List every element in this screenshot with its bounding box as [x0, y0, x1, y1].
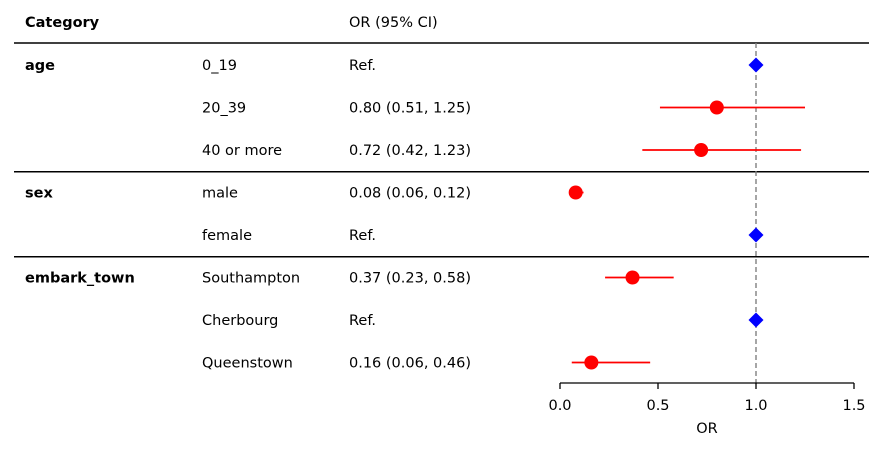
reference-marker: [748, 227, 764, 243]
x-tick-label: 1.0: [744, 398, 767, 414]
estimate-label: 0.08 (0.06, 0.12): [349, 186, 471, 202]
group-label: age: [25, 58, 55, 74]
estimate-point: [568, 185, 583, 200]
table-rows: age 0_19 Ref. 20_39 0.80 (0.51, 1.25) 40 or m…: [14, 58, 869, 372]
estimate-point: [709, 100, 724, 115]
estimate-point: [625, 270, 640, 285]
x-tick-label: 1.5: [842, 398, 865, 414]
level-label: Cherbourg: [202, 313, 278, 329]
category-header: Category: [25, 15, 100, 31]
estimate-point: [584, 355, 599, 370]
level-label: male: [202, 186, 238, 202]
estimate-label: 0.80 (0.51, 1.25): [349, 101, 471, 117]
estimate-label: 0.72 (0.42, 1.23): [349, 143, 471, 159]
plot-area: [568, 43, 805, 385]
x-axis: 0.0 0.5 1.0 1.5 OR: [548, 382, 866, 437]
x-tick-label: 0.5: [646, 398, 669, 414]
estimate-label: Ref.: [349, 313, 376, 329]
level-label: Queenstown: [202, 356, 293, 372]
level-label: 0_19: [202, 58, 237, 74]
estimate-header: OR (95% CI): [349, 15, 438, 31]
estimate-label: 0.37 (0.23, 0.58): [349, 271, 471, 287]
estimate-label: 0.16 (0.06, 0.46): [349, 356, 471, 372]
level-label: female: [202, 228, 252, 244]
x-tick-label: 0.0: [548, 398, 571, 414]
level-label: 20_39: [202, 101, 246, 117]
reference-marker: [748, 312, 764, 328]
estimate-label: Ref.: [349, 58, 376, 74]
group-label: sex: [25, 186, 53, 202]
x-axis-label: OR: [696, 421, 718, 437]
reference-marker: [748, 57, 764, 73]
estimate-label: Ref.: [349, 228, 376, 244]
level-label: 40 or more: [202, 143, 282, 159]
group-label: embark_town: [25, 271, 135, 287]
level-label: Southampton: [202, 271, 300, 287]
estimate-point: [694, 143, 709, 157]
